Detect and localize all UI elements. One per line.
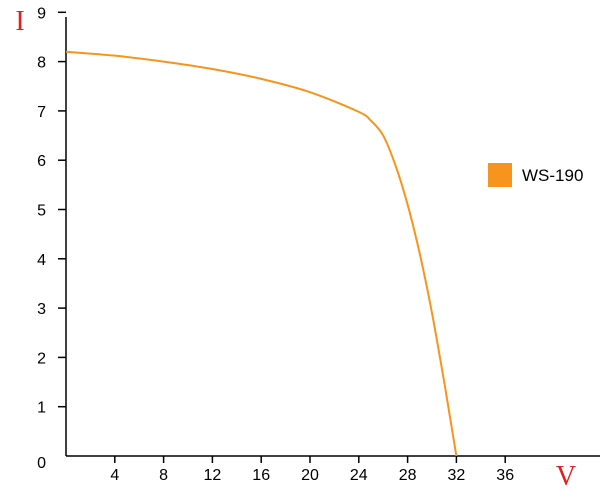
series-line-ws-190 xyxy=(65,50,458,457)
y-tick-label: 6 xyxy=(37,153,46,170)
legend-label: WS-190 xyxy=(522,166,583,185)
legend-swatch xyxy=(488,163,512,187)
x-ticks: 4 8 12 16 20 24 28 32 36 xyxy=(110,456,514,484)
y-tick-label: 0 xyxy=(37,455,46,472)
y-tick-label: 4 xyxy=(37,252,46,269)
y-axis-title: I xyxy=(15,6,24,37)
x-tick-label: 4 xyxy=(110,467,119,484)
x-tick-label: 8 xyxy=(159,467,168,484)
plot-area xyxy=(65,50,458,457)
legend: WS-190 xyxy=(488,163,583,187)
axes xyxy=(65,17,600,457)
x-tick-label: 32 xyxy=(448,467,466,484)
x-tick-label: 20 xyxy=(301,467,319,484)
x-axis-title: V xyxy=(556,461,576,492)
y-tick-label: 8 xyxy=(37,55,46,72)
y-tick-label: 9 xyxy=(37,5,46,22)
x-tick-label: 36 xyxy=(496,467,514,484)
x-tick-label: 28 xyxy=(399,467,417,484)
y-ticks: 0 1 2 3 4 5 6 7 8 9 xyxy=(37,5,66,472)
x-tick-label: 12 xyxy=(204,467,222,484)
y-tick-label: 1 xyxy=(37,400,46,417)
y-tick-label: 3 xyxy=(37,301,46,318)
y-tick-label: 7 xyxy=(37,104,46,121)
y-tick-label: 5 xyxy=(37,203,46,220)
y-tick-label: 2 xyxy=(37,350,46,367)
x-tick-label: 24 xyxy=(350,467,368,484)
x-tick-label: 16 xyxy=(252,467,270,484)
